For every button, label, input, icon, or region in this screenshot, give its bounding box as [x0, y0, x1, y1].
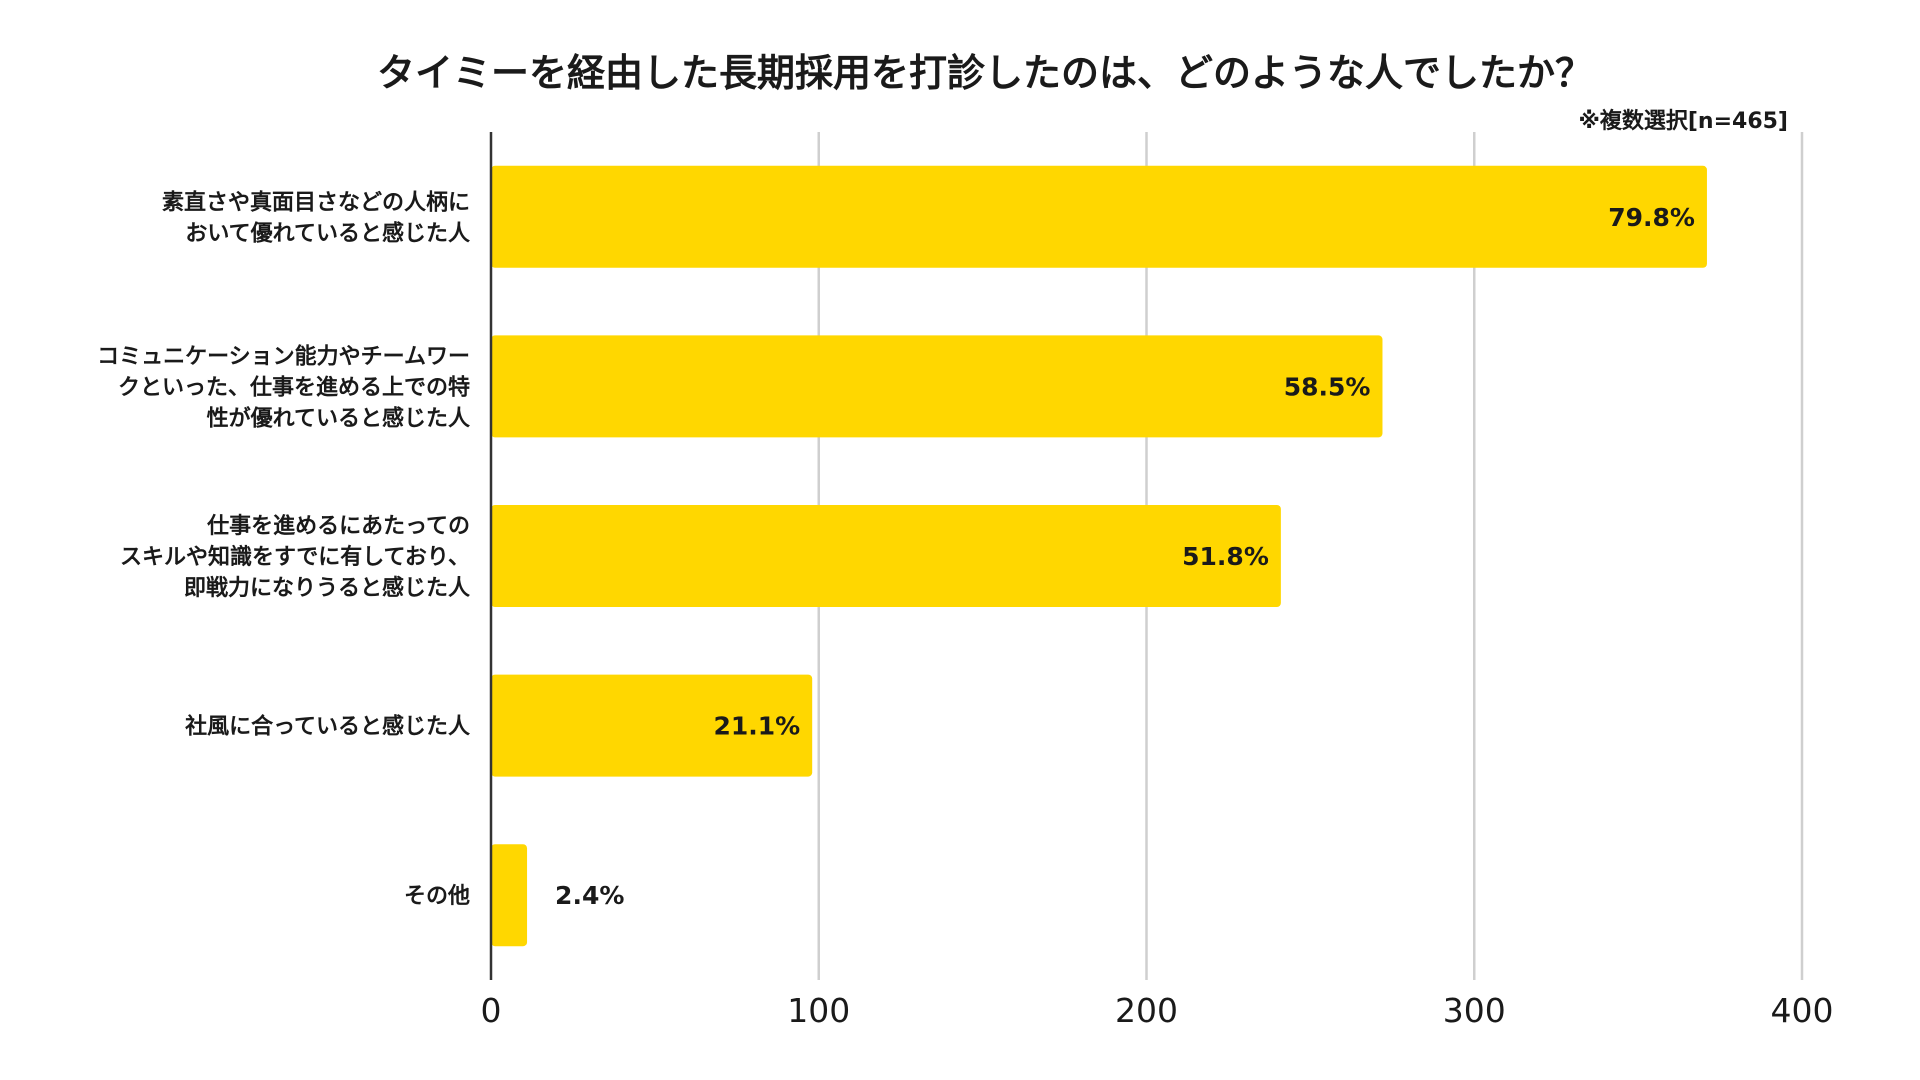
category-labels: 素直さや真面目さなどの人柄において優れていると感じた人コミュニケーション能力やチ… [97, 189, 470, 909]
bar [491, 505, 1281, 607]
sample-note: ※複数選択[n=465] [1578, 108, 1788, 134]
category-label: コミュニケーション能力やチームワークといった、仕事を進める上での特性が優れている… [97, 343, 470, 431]
bar [491, 844, 528, 947]
x-tick-label: 300 [1443, 991, 1506, 1030]
x-tick-label: 0 [481, 991, 502, 1030]
data-label: 79.8% [1608, 203, 1695, 232]
category-label: 仕事を進めるにあたってのスキルや知識をすでに有しており、即戦力になりうると感じた… [120, 513, 470, 601]
data-label: 2.4% [555, 881, 624, 910]
x-axis-ticks: 0 100 200 300 400 [481, 991, 1834, 1030]
x-tick-label: 400 [1771, 991, 1834, 1030]
bars [491, 165, 1707, 947]
bar [491, 674, 813, 777]
x-tick-label: 100 [787, 991, 850, 1030]
bar [491, 165, 1707, 268]
category-label: その他 [404, 884, 470, 909]
category-label: 素直さや真面目さなどの人柄において優れていると感じた人 [162, 189, 470, 246]
bar [491, 335, 1383, 438]
value-labels: 79.8% 58.5% 51.8% 21.1% 2.4% [555, 203, 1695, 910]
data-label: 51.8% [1182, 542, 1269, 571]
data-label: 21.1% [713, 712, 800, 741]
category-label: 社風に合っていると感じた人 [185, 714, 470, 740]
data-label: 58.5% [1284, 372, 1371, 401]
x-tick-label: 200 [1115, 991, 1178, 1030]
chart-title: タイミーを経由した長期採用を打診したのは、どのような人でしたか？ [377, 51, 1593, 95]
